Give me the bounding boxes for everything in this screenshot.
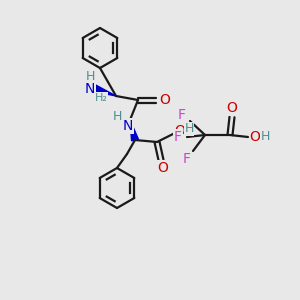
Text: H₂: H₂ [94,93,107,103]
Text: H: H [260,130,270,143]
Text: O: O [160,93,170,107]
Text: O: O [158,161,168,175]
Text: F: F [178,108,186,122]
Text: N: N [85,82,95,96]
Text: O: O [175,124,185,138]
Text: F: F [174,130,182,144]
Text: H: H [184,122,194,136]
Polygon shape [130,120,138,141]
Text: O: O [226,101,237,115]
Text: N: N [123,119,133,133]
Text: H: H [112,110,122,124]
Text: H: H [85,70,95,83]
Polygon shape [93,85,116,96]
Text: O: O [250,130,260,144]
Text: F: F [183,152,191,166]
